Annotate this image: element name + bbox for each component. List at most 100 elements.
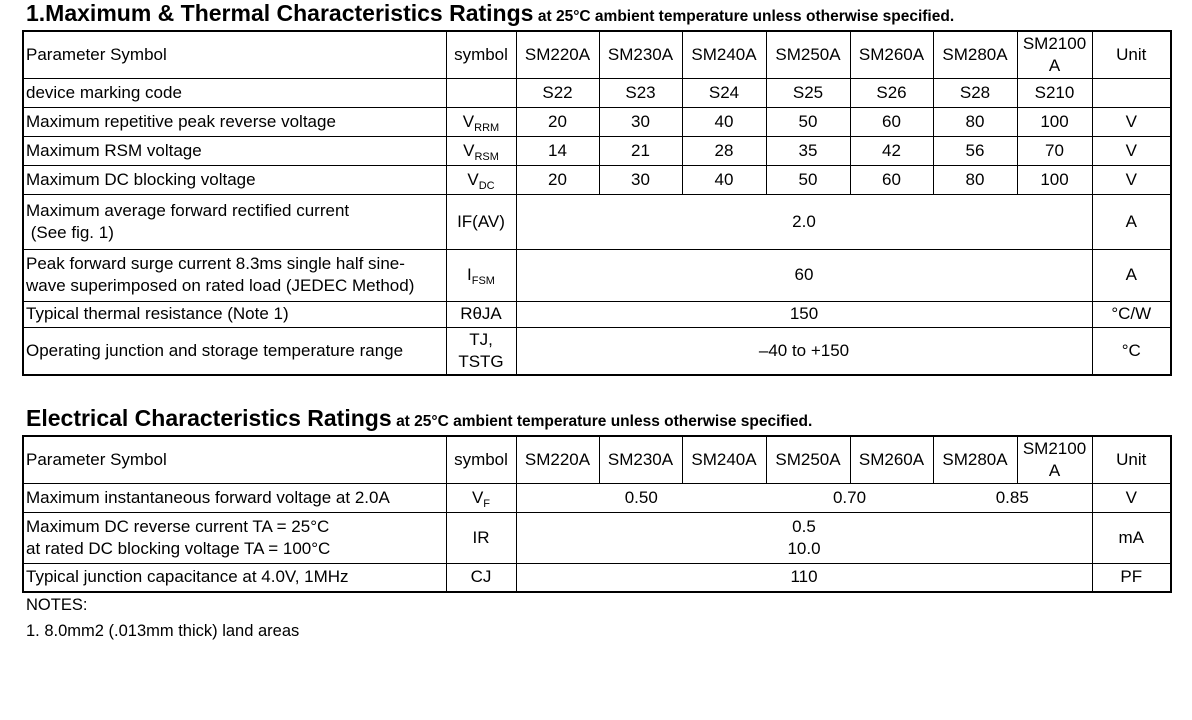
title: Electrical Characteristics Ratings bbox=[26, 405, 392, 431]
electrical-table: Parameter Symbol symbol SM220A SM230A SM240A… bbox=[22, 435, 1172, 593]
value-cell: S23 bbox=[598, 77, 683, 108]
value-cell: 50 bbox=[765, 164, 851, 195]
symbol-cell bbox=[445, 77, 517, 108]
value-cell: S25 bbox=[765, 77, 851, 108]
symbol-cell: VRRM bbox=[445, 106, 517, 137]
row: device marking code S22 S23 S24 S25 S26 S28 S21… bbox=[22, 77, 1172, 108]
value-cell: 30 bbox=[598, 164, 683, 195]
parameter-cell: Operating junction and storage temperatu… bbox=[22, 326, 447, 376]
header-cell: SM250A bbox=[765, 30, 851, 79]
unit-cell bbox=[1091, 77, 1172, 108]
header-cell: SM240A bbox=[681, 30, 767, 79]
value-cell: 2.0 bbox=[515, 193, 1093, 250]
line: 0.5 bbox=[792, 516, 816, 536]
value-cell: 110 bbox=[515, 562, 1093, 593]
header-cell: SM2100 A bbox=[1016, 435, 1093, 484]
symbol-main: V bbox=[467, 169, 479, 189]
header-cell: symbol bbox=[445, 30, 517, 79]
line: SM2100 bbox=[1022, 438, 1087, 458]
parameter-cell: Maximum DC reverse current TA = 25°C at r… bbox=[22, 511, 447, 564]
row: Maximum DC reverse current TA = 25°C at r… bbox=[22, 511, 1172, 564]
parameter-cell: Typical junction capacitance at 4.0V, 1M… bbox=[22, 562, 447, 593]
header-cell: SM250A bbox=[765, 435, 851, 484]
header-cell: Unit bbox=[1091, 30, 1172, 79]
symbol-cell: IFSM bbox=[445, 248, 517, 302]
symbol-cell: RθJA bbox=[445, 300, 517, 328]
value-cell: 50 bbox=[765, 106, 851, 137]
row: Operating junction and storage temperatu… bbox=[22, 326, 1172, 376]
value-cell: 70 bbox=[1016, 135, 1093, 166]
header-cell: SM2100 A bbox=[1016, 30, 1093, 79]
symbol-sub: DC bbox=[478, 179, 495, 192]
unit-cell: A bbox=[1091, 193, 1172, 250]
value-cell: 60 bbox=[849, 164, 934, 195]
value-cell: 28 bbox=[681, 135, 767, 166]
unit-cell: PF bbox=[1091, 562, 1172, 593]
value-cell: 21 bbox=[598, 135, 683, 166]
subtitle: at 25°C ambient temperature unless other… bbox=[537, 8, 955, 25]
row: Maximum RSM voltage VRSM 14 21 28 35 42 56 70 V bbox=[22, 135, 1172, 166]
header-cell: SM220A bbox=[515, 30, 600, 79]
line: SM2100 bbox=[1022, 33, 1087, 53]
title: 1.Maximum & Thermal Characteristics Rati… bbox=[26, 0, 534, 26]
line: wave superimposed on rated load (JEDEC M… bbox=[26, 276, 415, 295]
symbol-main: V bbox=[471, 487, 484, 507]
value-cell: 20 bbox=[515, 164, 600, 195]
value-cell: S28 bbox=[932, 77, 1018, 108]
value-cell: 80 bbox=[932, 106, 1018, 137]
header-row: Parameter Symbol symbol SM220A SM230A SM240A… bbox=[22, 30, 1172, 79]
symbol-cell: TJ, TSTG bbox=[445, 326, 517, 376]
row: Typical junction capacitance at 4.0V, 1M… bbox=[22, 562, 1172, 593]
header-cell: SM230A bbox=[598, 435, 683, 484]
value-cell: 0.5 10.0 bbox=[515, 511, 1093, 564]
value-cell: 60 bbox=[849, 106, 934, 137]
parameter-cell: Maximum average forward rectified curren… bbox=[22, 193, 447, 250]
header-cell: Unit bbox=[1091, 435, 1172, 484]
symbol-main: V bbox=[463, 140, 475, 160]
section-title: Electrical Characteristics Ratings at 25… bbox=[26, 405, 812, 432]
parameter-cell: Maximum instantaneous forward voltage at… bbox=[22, 482, 447, 513]
header-cell: SM260A bbox=[849, 435, 934, 484]
parameter-cell: Typical thermal resistance (Note 1) bbox=[22, 300, 447, 328]
unit-cell: V bbox=[1091, 135, 1172, 166]
header-cell: Parameter Symbol bbox=[22, 435, 447, 484]
line: TSTG bbox=[458, 351, 504, 371]
unit-cell: A bbox=[1091, 248, 1172, 302]
symbol-sub: F bbox=[483, 497, 491, 510]
line: A bbox=[1048, 460, 1061, 480]
unit-cell: °C bbox=[1091, 326, 1172, 376]
symbol-cell: IF(AV) bbox=[445, 193, 517, 250]
unit-cell: V bbox=[1091, 106, 1172, 137]
row: Maximum instantaneous forward voltage at… bbox=[22, 482, 1172, 513]
value-cell: 40 bbox=[681, 164, 767, 195]
symbol-cell: VDC bbox=[445, 164, 517, 195]
value-cell: 80 bbox=[932, 164, 1018, 195]
value-cell: S22 bbox=[515, 77, 600, 108]
line: A bbox=[1048, 55, 1061, 75]
symbol-cell: CJ bbox=[445, 562, 517, 593]
line: TJ, bbox=[469, 329, 493, 349]
value-cell: 35 bbox=[765, 135, 851, 166]
unit-cell: °C/W bbox=[1091, 300, 1172, 328]
symbol-main: V bbox=[462, 111, 475, 131]
header-cell: SM220A bbox=[515, 435, 600, 484]
value-cell: S24 bbox=[681, 77, 767, 108]
value-cell: 0.50 bbox=[516, 482, 766, 513]
header-cell: symbol bbox=[445, 435, 517, 484]
value-cell: 14 bbox=[515, 135, 600, 166]
value-cell: 30 bbox=[598, 106, 683, 137]
header-cell: SM260A bbox=[849, 30, 934, 79]
symbol-sub: RSM bbox=[474, 150, 499, 163]
row: Peak forward surge current 8.3ms single … bbox=[22, 248, 1172, 302]
parameter-cell: Maximum repetitive peak reverse voltage bbox=[22, 106, 447, 137]
value-cell: –40 to +150 bbox=[515, 326, 1093, 376]
row: Maximum repetitive peak reverse voltage V… bbox=[22, 106, 1172, 137]
symbol-sub: FSM bbox=[471, 275, 495, 287]
line: Maximum average forward rectified curren… bbox=[26, 200, 350, 220]
value-cell: 100 bbox=[1016, 106, 1093, 137]
notes-heading: NOTES: bbox=[26, 596, 88, 614]
parameter-cell: Maximum DC blocking voltage bbox=[22, 164, 447, 195]
subtitle: at 25°C ambient temperature unless other… bbox=[396, 413, 813, 430]
symbol-cell: VRSM bbox=[445, 135, 517, 166]
